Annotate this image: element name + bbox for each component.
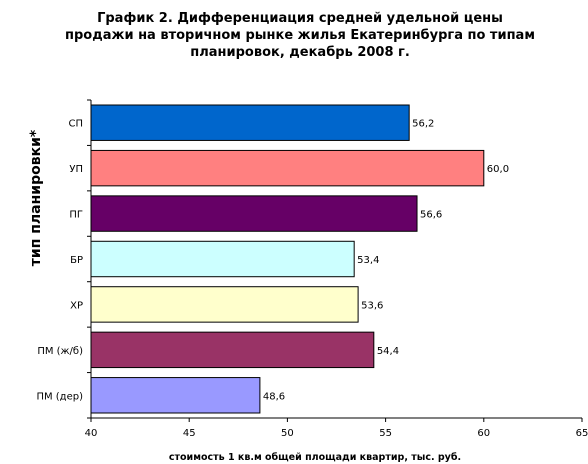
value-label-3: 53,4 bbox=[357, 255, 379, 266]
bar-1 bbox=[90, 149, 485, 187]
bar-0 bbox=[90, 104, 410, 141]
value-label-0: 56,2 bbox=[412, 119, 434, 130]
bar-5 bbox=[90, 331, 375, 369]
value-label-4: 53,6 bbox=[361, 300, 383, 311]
x-tick-label-5: 65 bbox=[576, 428, 588, 439]
x-tick-label-0: 40 bbox=[85, 428, 98, 439]
bar-2 bbox=[90, 195, 418, 232]
x-axis-title: стоимость 1 кв.м общей площади квартир, … bbox=[169, 452, 461, 463]
x-tick-label-2: 50 bbox=[281, 428, 294, 439]
category-label-4: ХР bbox=[70, 300, 83, 311]
category-label-1: УП bbox=[69, 164, 83, 175]
value-label-5: 54,4 bbox=[377, 346, 399, 357]
bar-4 bbox=[90, 286, 359, 323]
value-label-6: 48,6 bbox=[263, 391, 285, 402]
bar-3 bbox=[90, 240, 355, 278]
y-axis-title: тип планировки* bbox=[28, 129, 44, 266]
bar-6 bbox=[90, 377, 261, 414]
value-label-2: 56,6 bbox=[420, 210, 442, 221]
chart-title: График 2. Дифференциация средней удельно… bbox=[0, 10, 588, 61]
category-label-3: БР bbox=[70, 255, 83, 266]
plot-area: СП 56,2 УП 60,0 ПГ 56,6 БР 53,4 ХР 53,6 ПМ (ж/б) 54… bbox=[36, 99, 588, 439]
category-label-6: ПМ (дер) bbox=[36, 391, 83, 402]
category-label-2: ПГ bbox=[69, 210, 83, 221]
value-label-1: 60,0 bbox=[487, 164, 509, 175]
x-tick-label-4: 60 bbox=[477, 428, 490, 439]
category-label-5: ПМ (ж/б) bbox=[37, 346, 83, 357]
chart-title-line-1: График 2. Дифференциация средней удельно… bbox=[97, 11, 503, 26]
chart-title-line-2: продажи на вторичном рынке жилья Екатери… bbox=[65, 28, 535, 43]
x-tick-label-1: 45 bbox=[183, 428, 196, 439]
category-label-0: СП bbox=[68, 119, 83, 130]
x-tick-label-3: 55 bbox=[379, 428, 392, 439]
chart-title-line-3: планировок, декабрь 2008 г. bbox=[190, 45, 410, 60]
